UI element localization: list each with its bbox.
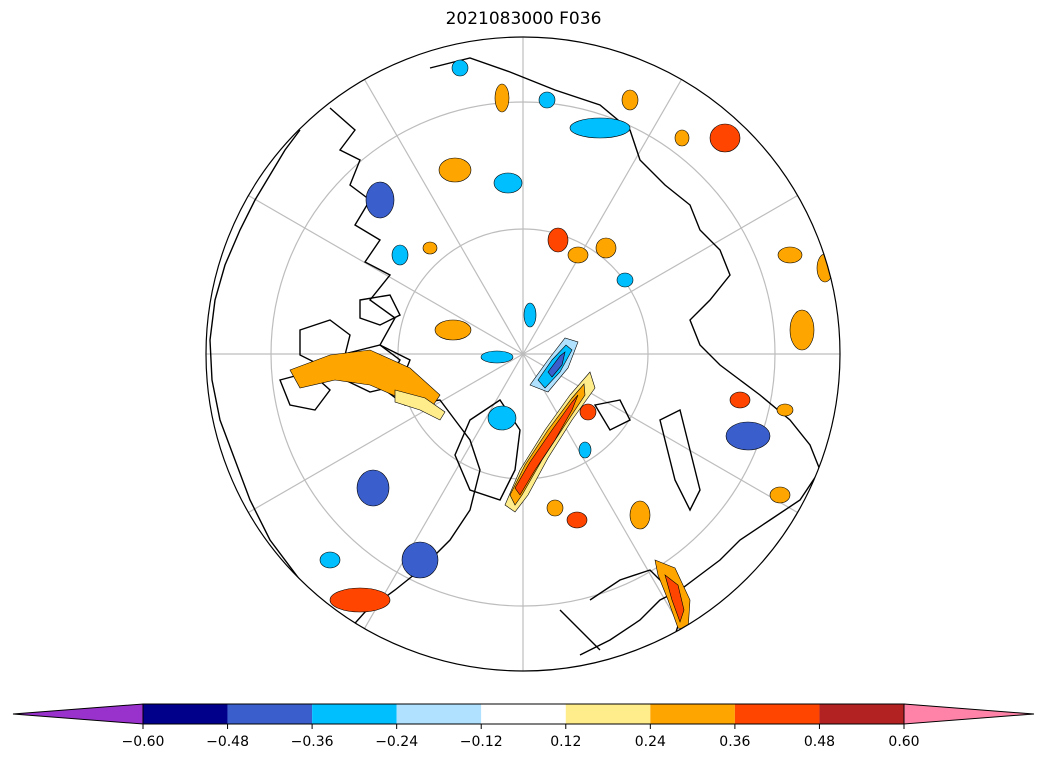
negative-blob [391, 244, 409, 266]
coastline-svalbard [593, 399, 631, 431]
colorbar-extend-low [12, 703, 144, 725]
negative-blob [487, 405, 517, 431]
colorbar-tick-label: −0.36 [291, 734, 334, 750]
colorbar-tick-label: 0.12 [550, 734, 581, 750]
negative-blob [569, 117, 631, 139]
colorbar-bin [396, 704, 482, 724]
colorbar-bin [819, 704, 904, 724]
meridian-line [357, 67, 524, 355]
positive-blob [777, 246, 803, 264]
meridian-line [522, 67, 689, 355]
positive-blob [629, 500, 651, 530]
positive-blob [422, 241, 438, 255]
negative-blob [616, 272, 634, 288]
colorbar-bin [143, 704, 228, 724]
negative-blob [365, 181, 395, 219]
colorbar-tick-label: 0.36 [719, 734, 750, 750]
coastline-north-america [209, 107, 481, 641]
map-boundary [205, 36, 841, 672]
positive-blob [438, 157, 472, 183]
positive-blob [776, 403, 794, 417]
negative-blob [523, 302, 537, 328]
negative-blob [356, 469, 390, 507]
positive-blob [729, 391, 751, 409]
page-title: 2021083000 F036 [445, 9, 602, 29]
meridian-line [522, 353, 810, 520]
graticule [206, 37, 840, 671]
positive-blob [709, 123, 741, 153]
colorbar-tick-label: −0.24 [375, 734, 418, 750]
colorbar-tick-label: 0.60 [888, 734, 919, 750]
colorbar-extend-high [903, 703, 1035, 725]
colorbar-tick-label: 0.48 [804, 734, 835, 750]
meridian-line [522, 353, 689, 641]
coastline-novaya-zemlya [659, 408, 701, 512]
negative-blob [538, 91, 556, 109]
meridian-line [522, 188, 810, 355]
positive-blob [789, 309, 815, 351]
negative-blob [480, 350, 514, 364]
meridian-line [236, 188, 524, 355]
positive-band-inner [514, 394, 579, 496]
positive-blob [566, 511, 588, 529]
colorbar-tick-label: −0.60 [122, 734, 165, 750]
colorbar-tick-label: 0.24 [635, 734, 666, 750]
colorbar-outline [142, 703, 905, 725]
colorbar: −0.60 −0.48 −0.36 −0.24 −0.12 0.12 0.24 0.36 0.4… [12, 703, 1035, 750]
positive-blob [579, 403, 597, 421]
colorbar-bin [565, 704, 651, 724]
positive-canada-yellow [394, 389, 446, 421]
colorbar-bin [734, 704, 820, 724]
colorbar-bin [481, 704, 566, 724]
positive-blob [329, 587, 391, 613]
colorbar-bin [227, 704, 313, 724]
negative-blob [319, 551, 341, 569]
meridian-line [357, 353, 524, 641]
colorbar-tick-label: −0.12 [460, 734, 503, 750]
colorbar-bin [650, 704, 735, 724]
negative-blob [401, 541, 439, 579]
anomaly-patches [289, 59, 834, 631]
positive-blob [434, 319, 472, 341]
positive-blob [595, 237, 617, 259]
positive-blob [769, 486, 791, 504]
negative-blob [578, 441, 592, 459]
positive-scandinavia-core [664, 574, 685, 623]
positive-blob [494, 83, 510, 113]
colorbar-tick-label: −0.48 [206, 734, 249, 750]
map-disk [206, 37, 840, 671]
coastline-greenland [454, 399, 521, 501]
coastline-eurasia [429, 57, 821, 656]
positive-blob [546, 499, 564, 517]
positive-blob [621, 89, 639, 111]
meridian-line [236, 353, 524, 520]
negative-blob [493, 172, 523, 194]
negative-band-pole-inner [547, 351, 566, 378]
negative-blob [725, 421, 771, 451]
positive-blob [674, 129, 690, 147]
positive-blob [567, 246, 589, 264]
colorbar-bin [312, 704, 397, 724]
positive-blob [547, 227, 569, 253]
negative-blob [451, 59, 469, 77]
